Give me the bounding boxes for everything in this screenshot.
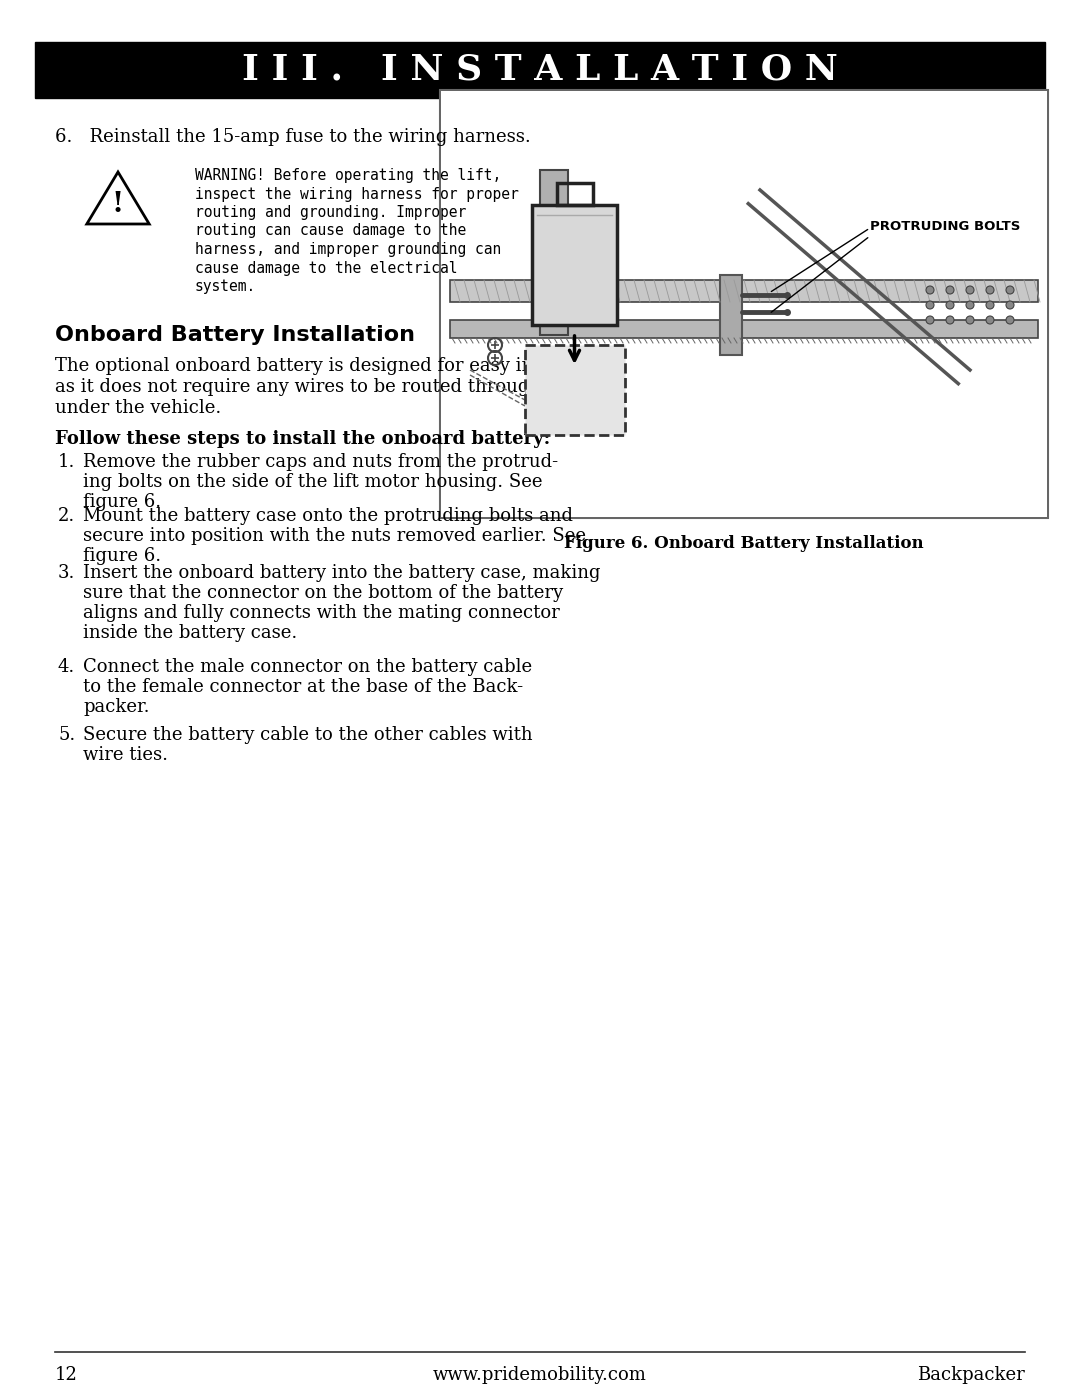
Text: inside the battery case.: inside the battery case. bbox=[83, 624, 297, 643]
Text: Remove the rubber caps and nuts from the protrud-: Remove the rubber caps and nuts from the… bbox=[83, 453, 558, 471]
Text: Backpacker: Backpacker bbox=[917, 1366, 1025, 1384]
Text: Secure the battery cable to the other cables with: Secure the battery cable to the other ca… bbox=[83, 726, 532, 745]
Text: Insert the onboard battery into the battery case, making: Insert the onboard battery into the batt… bbox=[83, 564, 600, 583]
Text: system.: system. bbox=[195, 279, 256, 293]
Bar bbox=[450, 320, 1038, 338]
Circle shape bbox=[946, 316, 954, 324]
Text: 6.   Reinstall the 15-amp fuse to the wiring harness.: 6. Reinstall the 15-amp fuse to the wiri… bbox=[55, 129, 530, 147]
Text: figure 6.: figure 6. bbox=[83, 548, 161, 564]
Circle shape bbox=[1005, 300, 1014, 309]
Circle shape bbox=[926, 316, 934, 324]
Text: ing bolts on the side of the lift motor housing. See: ing bolts on the side of the lift motor … bbox=[83, 474, 542, 490]
Text: WARNING! Before operating the lift,: WARNING! Before operating the lift, bbox=[195, 168, 501, 183]
Circle shape bbox=[966, 286, 974, 293]
Circle shape bbox=[986, 286, 994, 293]
Bar bbox=[525, 345, 625, 434]
Text: I I I .   I N S T A L L A T I O N: I I I . I N S T A L L A T I O N bbox=[242, 53, 838, 87]
Circle shape bbox=[926, 286, 934, 293]
Text: The optional onboard battery is designed for easy installation: The optional onboard battery is designed… bbox=[55, 358, 619, 374]
Circle shape bbox=[926, 300, 934, 309]
Text: 2.: 2. bbox=[58, 507, 76, 525]
Text: to the female connector at the base of the Back-: to the female connector at the base of t… bbox=[83, 678, 523, 696]
Text: aligns and fully connects with the mating connector: aligns and fully connects with the matin… bbox=[83, 604, 559, 622]
Circle shape bbox=[946, 300, 954, 309]
Text: under the vehicle.: under the vehicle. bbox=[55, 400, 221, 416]
Bar bbox=[720, 275, 742, 355]
Bar bbox=[540, 170, 568, 335]
Text: PROTRUDING BOLTS: PROTRUDING BOLTS bbox=[870, 219, 1021, 233]
Text: Follow these steps to install the onboard battery:: Follow these steps to install the onboar… bbox=[55, 430, 550, 448]
Text: harness, and improper grounding can: harness, and improper grounding can bbox=[195, 242, 501, 257]
Text: !: ! bbox=[112, 191, 124, 218]
Text: Onboard Battery Installation: Onboard Battery Installation bbox=[55, 326, 415, 345]
Text: as it does not require any wires to be routed through or: as it does not require any wires to be r… bbox=[55, 379, 566, 395]
Bar bbox=[441, 91, 1047, 517]
Text: www.pridemobility.com: www.pridemobility.com bbox=[433, 1366, 647, 1384]
Text: wire ties.: wire ties. bbox=[83, 746, 168, 764]
Text: secure into position with the nuts removed earlier. See: secure into position with the nuts remov… bbox=[83, 527, 586, 545]
Text: cause damage to the electrical: cause damage to the electrical bbox=[195, 260, 458, 275]
Circle shape bbox=[986, 316, 994, 324]
Bar bbox=[440, 89, 1048, 518]
Text: 4.: 4. bbox=[58, 658, 76, 676]
Text: sure that the connector on the bottom of the battery: sure that the connector on the bottom of… bbox=[83, 584, 563, 602]
Bar bbox=[450, 279, 1038, 302]
Circle shape bbox=[966, 300, 974, 309]
Circle shape bbox=[946, 286, 954, 293]
Text: routing can cause damage to the: routing can cause damage to the bbox=[195, 224, 467, 239]
Text: Mount the battery case onto the protruding bolts and: Mount the battery case onto the protrudi… bbox=[83, 507, 573, 525]
Circle shape bbox=[1005, 316, 1014, 324]
Circle shape bbox=[986, 300, 994, 309]
Circle shape bbox=[1005, 286, 1014, 293]
Bar bbox=[532, 205, 617, 326]
Text: packer.: packer. bbox=[83, 698, 149, 717]
Text: Connect the male connector on the battery cable: Connect the male connector on the batter… bbox=[83, 658, 532, 676]
Bar bbox=[35, 42, 1045, 98]
Text: Figure 6. Onboard Battery Installation: Figure 6. Onboard Battery Installation bbox=[564, 535, 923, 552]
Circle shape bbox=[966, 316, 974, 324]
Text: 5.: 5. bbox=[58, 726, 76, 745]
Text: routing and grounding. Improper: routing and grounding. Improper bbox=[195, 205, 467, 219]
Text: 3.: 3. bbox=[58, 564, 76, 583]
Text: figure 6.: figure 6. bbox=[83, 493, 161, 511]
Text: inspect the wiring harness for proper: inspect the wiring harness for proper bbox=[195, 187, 518, 201]
Bar bbox=[556, 183, 593, 205]
Text: 12: 12 bbox=[55, 1366, 78, 1384]
Text: 1.: 1. bbox=[58, 453, 76, 471]
